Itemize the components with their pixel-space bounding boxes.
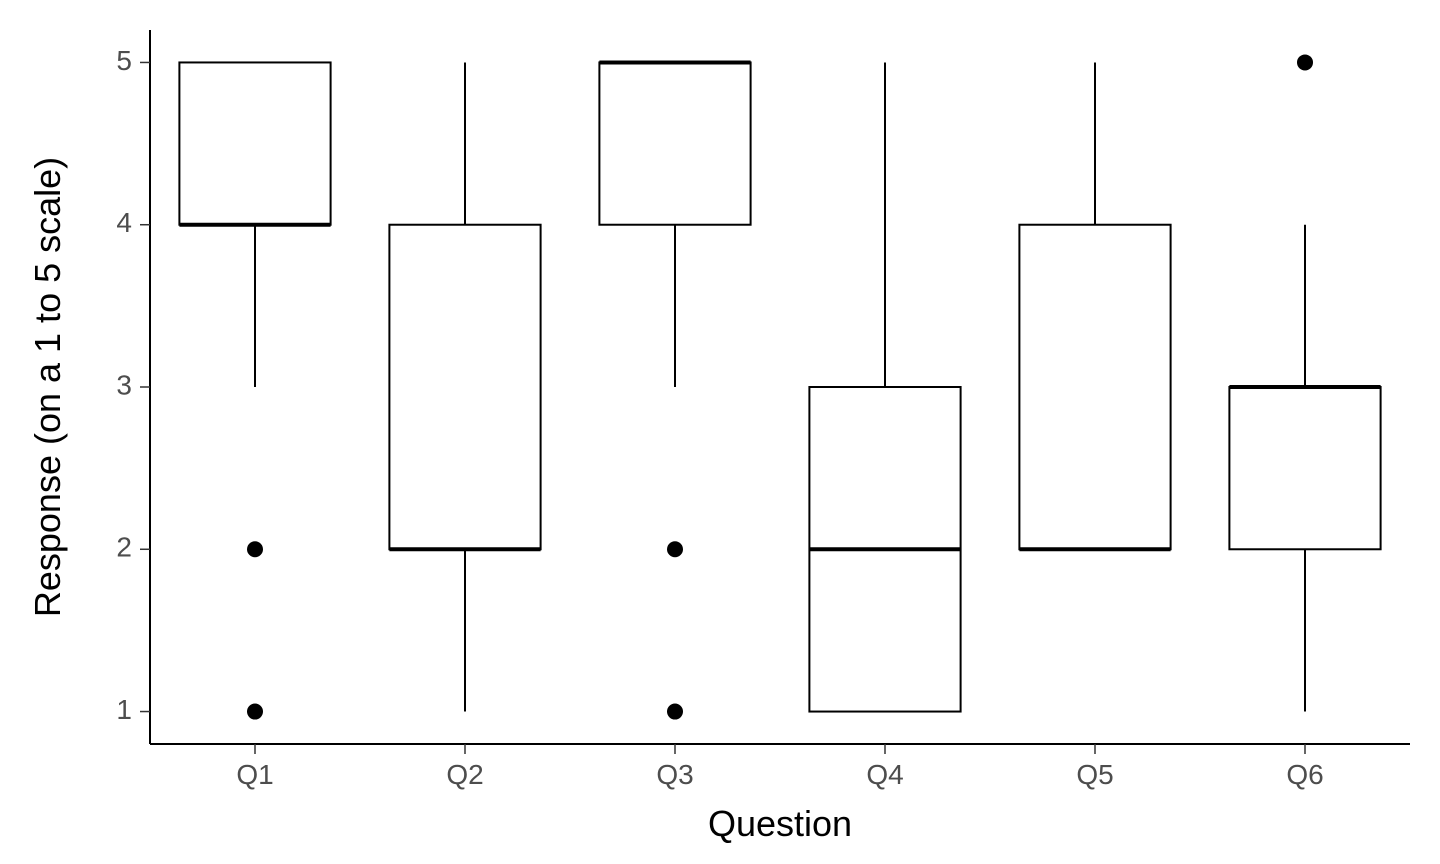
box xyxy=(179,62,330,224)
y-tick-label: 1 xyxy=(116,694,132,725)
x-tick-label: Q3 xyxy=(656,759,693,790)
boxplot-chart: 1 2 3 4 5 Q1 Q2 Q3 Q4 Q5 Q6 Response (on a 1 to 5 s… xyxy=(0,0,1440,864)
x-tick-label: Q4 xyxy=(866,759,903,790)
y-tick-label: 5 xyxy=(116,45,132,76)
outlier-point xyxy=(667,704,683,720)
x-tick-label: Q5 xyxy=(1076,759,1113,790)
x-axis-label: Question xyxy=(708,803,852,844)
box xyxy=(599,62,750,224)
box xyxy=(1019,225,1170,550)
x-tick-label: Q6 xyxy=(1286,759,1323,790)
box xyxy=(389,225,540,550)
x-tick-label: Q1 xyxy=(236,759,273,790)
outlier-point xyxy=(1297,54,1313,70)
x-tick-label: Q2 xyxy=(446,759,483,790)
outlier-point xyxy=(247,704,263,720)
outlier-point xyxy=(667,541,683,557)
y-tick-label: 2 xyxy=(116,532,132,563)
y-tick-label: 3 xyxy=(116,369,132,400)
y-tick-label: 4 xyxy=(116,207,132,238)
box xyxy=(1229,387,1380,549)
outlier-point xyxy=(247,541,263,557)
chart-svg: 1 2 3 4 5 Q1 Q2 Q3 Q4 Q5 Q6 Response (on a 1 to 5 s… xyxy=(0,0,1440,864)
y-axis-label: Response (on a 1 to 5 scale) xyxy=(27,157,68,617)
